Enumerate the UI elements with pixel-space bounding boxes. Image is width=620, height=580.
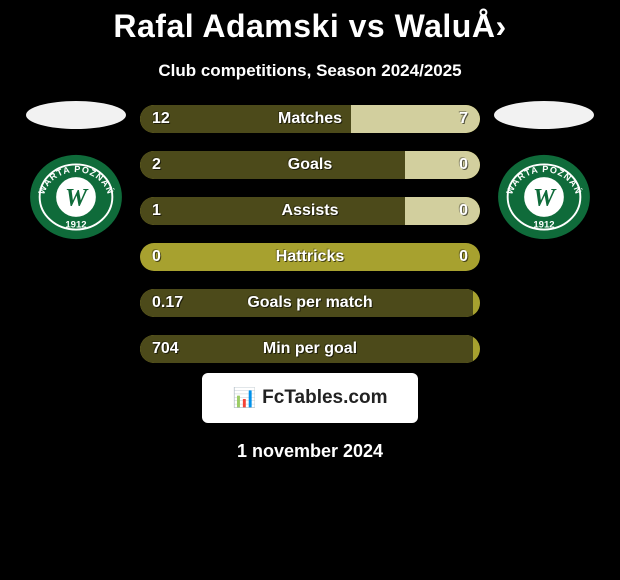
- avatar-ellipse-left: [26, 101, 126, 129]
- stat-value-left: 1: [152, 202, 161, 220]
- stats-column: 12 Matches 7 2 Goals 0 1 Assists 0 0 Hattricks 0 0.1…: [136, 105, 484, 363]
- stat-value-right: 0: [459, 248, 468, 266]
- stat-row: 12 Matches 7: [140, 105, 480, 133]
- svg-text:W: W: [533, 185, 557, 212]
- stat-fill-left: [140, 151, 405, 179]
- svg-text:1912: 1912: [65, 220, 86, 231]
- stat-value-right: 0: [459, 202, 468, 220]
- stat-value-left: 12: [152, 110, 170, 128]
- chart-icon: 📊: [233, 389, 257, 408]
- player-right-column: WARTA POZNAŃ 1912 W: [484, 105, 604, 241]
- stat-label: Goals per match: [247, 294, 372, 312]
- logo-text: FcTables.com: [262, 387, 387, 409]
- subtitle: Club competitions, Season 2024/2025: [0, 61, 620, 81]
- page-title: Rafal Adamski vs WaluÅ›: [0, 8, 620, 45]
- stat-row: 704 Min per goal: [140, 335, 480, 363]
- player-left-column: WARTA POZNAŃ 1912 W: [16, 105, 136, 241]
- club-badge-right: WARTA POZNAŃ 1912 W: [496, 153, 592, 241]
- svg-text:W: W: [65, 185, 89, 212]
- stat-row: 0 Hattricks 0: [140, 243, 480, 271]
- stat-value-left: 704: [152, 340, 179, 358]
- svg-text:1912: 1912: [533, 220, 554, 231]
- avatar-ellipse-right: [494, 101, 594, 129]
- fctables-logo: 📊 FcTables.com: [202, 373, 418, 423]
- club-badge-left: WARTA POZNAŃ 1912 W: [28, 153, 124, 241]
- footer-date: 1 november 2024: [0, 441, 620, 462]
- middle-section: WARTA POZNAŃ 1912 W 12 Matches 7 2 Goals 0 1 As…: [0, 105, 620, 363]
- stat-fill-right: [405, 197, 480, 225]
- comparison-infographic: Rafal Adamski vs WaluÅ› Club competition…: [0, 0, 620, 462]
- stat-value-right: 7: [459, 110, 468, 128]
- stat-label: Hattricks: [276, 248, 344, 266]
- stat-value-left: 0.17: [152, 294, 183, 312]
- stat-label: Matches: [278, 110, 342, 128]
- stat-label: Goals: [288, 156, 332, 174]
- stat-row: 2 Goals 0: [140, 151, 480, 179]
- stat-row: 1 Assists 0: [140, 197, 480, 225]
- stat-value-left: 2: [152, 156, 161, 174]
- stat-label: Min per goal: [263, 340, 357, 358]
- stat-value-right: 0: [459, 156, 468, 174]
- stat-label: Assists: [282, 202, 339, 220]
- stat-fill-right: [405, 151, 480, 179]
- stat-value-left: 0: [152, 248, 161, 266]
- stat-fill-left: [140, 197, 405, 225]
- stat-row: 0.17 Goals per match: [140, 289, 480, 317]
